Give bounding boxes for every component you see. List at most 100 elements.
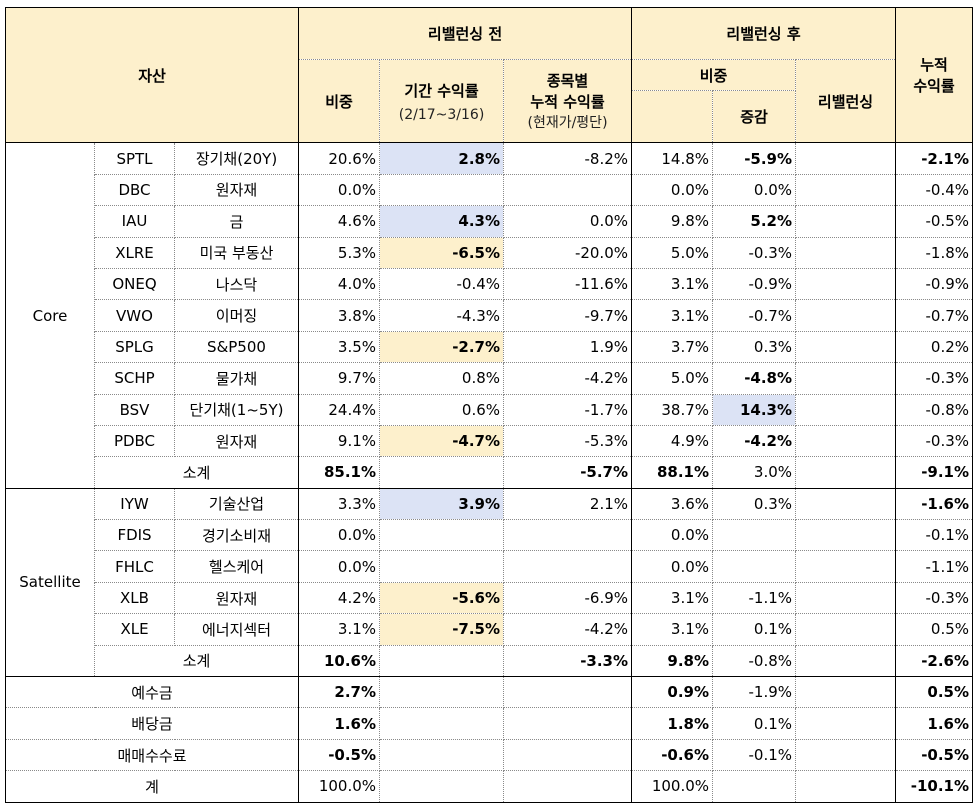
stock-cum-cell <box>503 519 633 552</box>
period-return-cell: -6.5% <box>379 236 505 269</box>
after-weight-cell: 14.8% <box>631 142 714 175</box>
cumulative-cell: 0.2% <box>895 330 974 364</box>
rebalancing-cell <box>795 424 897 458</box>
header-change: 증감 <box>712 90 797 144</box>
asset-name-cell: 원자재 <box>173 581 300 615</box>
rebalancing-cell <box>795 362 897 395</box>
stock-cum-cell <box>503 770 633 803</box>
subtotal-row: 소계 10.6% -3.3% 9.8% -0.8% -2.6% <box>6 644 974 678</box>
group-label-core: Core <box>5 142 95 489</box>
after-weight-cell: 3.7% <box>631 330 714 364</box>
change-cell: 0.0% <box>712 173 797 207</box>
weight-cell: 9.7% <box>298 362 381 395</box>
weight-cell: 20.6% <box>298 142 381 175</box>
stock-cum-cell: -4.2% <box>503 362 633 395</box>
ticker-cell: IAU <box>94 205 175 238</box>
subtotal-label: 소계 <box>93 644 300 678</box>
rebalancing-cell <box>795 299 897 332</box>
rebalancing-cell <box>795 644 897 678</box>
after-weight-cell: 38.7% <box>631 393 714 426</box>
after-weight-cell: 3.6% <box>631 487 714 521</box>
weight-cell: 3.8% <box>298 299 381 332</box>
weight-cell: 100.0% <box>298 770 381 803</box>
stock-cum-cell: -1.7% <box>503 393 633 426</box>
subtotal-label: 소계 <box>93 456 300 489</box>
change-cell: -4.2% <box>712 424 797 458</box>
rebalancing-cell <box>795 613 897 646</box>
cumulative-cell: -10.1% <box>895 770 974 803</box>
table-row: SCHP 물가채 9.7% 0.8% -4.2% 5.0% -4.8% -0.3… <box>6 362 974 395</box>
stock-cum-cell: -8.2% <box>503 142 633 175</box>
rebalancing-cell <box>795 738 897 772</box>
change-cell: -4.8% <box>712 362 797 395</box>
ticker-cell: SPLG <box>94 330 175 364</box>
rebalancing-cell <box>795 330 897 364</box>
after-weight-cell: 3.1% <box>631 613 714 646</box>
cumulative-cell: -1.6% <box>895 487 974 521</box>
rebalancing-cell <box>795 267 897 301</box>
period-return-cell: 3.9% <box>379 487 505 521</box>
change-cell: -0.3% <box>712 236 797 269</box>
header-period-return: 기간 수익률 (2/17~3/16) <box>379 58 505 144</box>
table-row: FHLC 헬스케어 0.0% 0.0% -1.1% <box>6 550 974 583</box>
weight-cell: 10.6% <box>298 644 381 678</box>
weight-cell: 24.4% <box>298 393 381 426</box>
asset-name-cell: 장기채(20Y) <box>173 142 300 175</box>
table-row: FDIS 경기소비재 0.0% 0.0% -0.1% <box>6 519 974 552</box>
table-row: Core SPTL 장기채(20Y) 20.6% 2.8% -8.2% 14.8… <box>5 142 974 489</box>
ticker-cell: FHLC <box>94 550 175 583</box>
portfolio-rebalancing-table: 자산 리밸런싱 전 리밸런싱 후 누적 수익률 비중 기간 수익률 (2/17~… <box>4 6 974 803</box>
rebalancing-cell <box>795 487 897 521</box>
cumulative-cell: -2.6% <box>895 644 974 678</box>
stock-cum-cell: -20.0% <box>503 236 633 269</box>
group-label-satellite: Satellite <box>5 487 95 678</box>
ticker-cell: IYW <box>94 487 175 521</box>
header-cumulative-line1: 누적 <box>920 56 948 75</box>
weight-cell: 3.5% <box>298 330 381 364</box>
weight-cell: 3.3% <box>298 487 381 521</box>
stock-cum-cell: 1.9% <box>503 330 633 364</box>
weight-cell: 0.0% <box>298 519 381 552</box>
period-return-cell <box>379 707 505 740</box>
weight-cell: 85.1% <box>298 456 381 489</box>
ticker-cell: VWO <box>94 299 175 332</box>
table-row: SPLG S&P500 3.5% -2.7% 1.9% 3.7% 0.3% 0.… <box>6 330 974 364</box>
change-cell: 0.3% <box>712 487 797 521</box>
after-weight-cell: 0.0% <box>631 173 714 207</box>
cumulative-cell: -2.1% <box>895 142 974 175</box>
cumulative-cell: -0.8% <box>895 393 974 426</box>
header-period-range: (2/17~3/16) <box>398 106 485 123</box>
table-row: Satellite IYW 기술산업 3.3% 3.9% 2.1% 3.6% 0… <box>5 487 974 678</box>
asset-name-cell: 기술산업 <box>173 487 300 521</box>
stock-cum-cell <box>503 738 633 772</box>
asset-name-cell: 단기채(1~5Y) <box>173 393 300 426</box>
change-cell: -0.8% <box>712 644 797 678</box>
table-row: ONEQ 나스닥 4.0% -0.4% -11.6% 3.1% -0.9% -0… <box>6 267 974 301</box>
other-label: 매매수수료 <box>4 738 300 772</box>
cumulative-cell: 1.6% <box>895 707 974 740</box>
cumulative-cell: -0.5% <box>895 738 974 772</box>
period-return-cell: -0.4% <box>379 267 505 301</box>
table-row: BSV 단기채(1~5Y) 24.4% 0.6% -1.7% 38.7% 14.… <box>6 393 974 426</box>
after-weight-cell: 0.0% <box>631 519 714 552</box>
asset-name-cell: 헬스케어 <box>173 550 300 583</box>
period-return-cell: -7.5% <box>379 613 505 646</box>
stock-cum-cell <box>503 173 633 207</box>
after-weight-cell: 100.0% <box>631 770 714 803</box>
other-row: 매매수수료 -0.5% -0.6% -0.1% -0.5% <box>4 738 974 772</box>
after-weight-cell: 5.0% <box>631 236 714 269</box>
cumulative-cell: -0.9% <box>895 267 974 301</box>
rebalancing-cell <box>795 550 897 583</box>
after-weight-cell: 9.8% <box>631 205 714 238</box>
rebalancing-cell <box>795 707 897 740</box>
ticker-cell: XLE <box>94 613 175 646</box>
cumulative-cell: -0.1% <box>895 519 974 552</box>
ticker-cell: BSV <box>94 393 175 426</box>
period-return-cell <box>379 550 505 583</box>
header-period-return-label: 기간 수익률 <box>404 81 479 100</box>
rebalancing-cell <box>795 236 897 269</box>
stock-cum-cell <box>503 550 633 583</box>
table-row: PDBC 원자재 9.1% -4.7% -5.3% 4.9% -4.2% -0.… <box>6 424 974 458</box>
period-return-cell <box>379 173 505 207</box>
stock-cum-cell: -5.7% <box>503 456 633 489</box>
